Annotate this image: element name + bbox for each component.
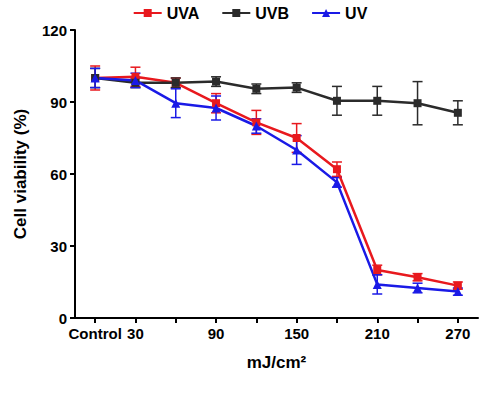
svg-text:UVB: UVB <box>255 5 289 22</box>
svg-text:90: 90 <box>208 325 225 342</box>
svg-text:150: 150 <box>284 325 309 342</box>
svg-text:210: 210 <box>365 325 390 342</box>
svg-text:60: 60 <box>50 166 67 183</box>
svg-text:UVA: UVA <box>167 5 200 22</box>
svg-text:Control: Control <box>68 325 121 342</box>
svg-text:mJ/cm²: mJ/cm² <box>247 353 307 372</box>
svg-text:Cell viability (%): Cell viability (%) <box>11 109 30 239</box>
svg-text:30: 30 <box>127 325 144 342</box>
svg-text:0: 0 <box>59 310 67 327</box>
svg-text:120: 120 <box>42 22 67 39</box>
svg-text:UV: UV <box>345 5 368 22</box>
svg-text:90: 90 <box>50 94 67 111</box>
svg-text:270: 270 <box>445 325 470 342</box>
svg-text:30: 30 <box>50 238 67 255</box>
